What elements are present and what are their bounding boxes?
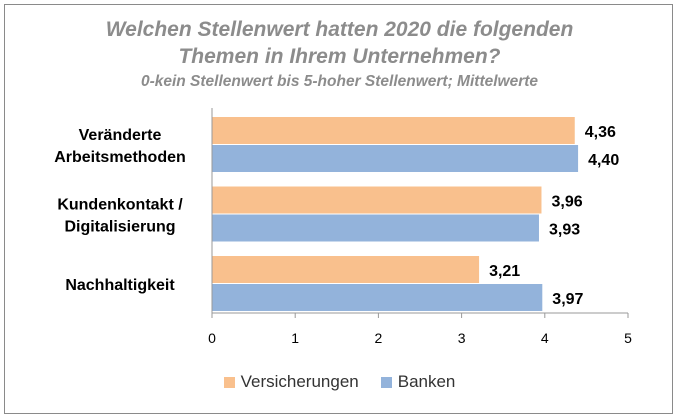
chart-subtitle: 0-kein Stellenwert bis 5-hoher Stellenwe… [140,73,539,90]
category-label-0: Veränderte [79,127,162,144]
legend-swatch [380,376,392,388]
legend-item-versicherungen: Versicherungen [223,372,359,392]
x-tick-label: 1 [291,330,299,346]
category-label-0: Arbeitsmethoden [54,149,186,166]
category-label-1: Digitalisierung [64,219,175,236]
x-tick-label: 0 [208,330,216,346]
bar-banken-2 [212,284,543,311]
legend-label: Banken [397,372,456,391]
legend: Versicherungen Banken [0,372,679,392]
legend-item-banken: Banken [380,372,456,392]
category-label-1: Kundenkontakt / [57,197,183,214]
data-label-versicherungen-0: 4,36 [585,124,616,141]
legend-swatch [223,376,235,388]
data-label-banken-2: 3,97 [552,291,583,308]
x-tick-label: 4 [541,330,549,346]
legend-label: Versicherungen [240,372,359,391]
data-label-versicherungen-2: 3,21 [489,263,520,280]
data-label-banken-1: 3,93 [549,222,580,239]
chart-title-line-1: Welchen Stellenwert hatten 2020 die folg… [105,18,574,41]
x-tick-label: 3 [458,330,466,346]
data-label-versicherungen-1: 3,96 [551,194,582,211]
bar-versicherungen-2 [212,256,480,283]
bar-banken-1 [212,214,539,242]
chart-title-line-2: Themen in Ihrem Unternehmen? [178,45,501,68]
bar-banken-0 [212,145,579,172]
x-tick-label: 2 [375,330,383,346]
x-tick-label: 5 [624,330,632,346]
bar-versicherungen-0 [212,117,575,144]
bar-versicherungen-1 [212,186,542,214]
data-label-banken-0: 4,40 [588,152,619,169]
category-label-2: Nachhaltigkeit [65,277,175,294]
